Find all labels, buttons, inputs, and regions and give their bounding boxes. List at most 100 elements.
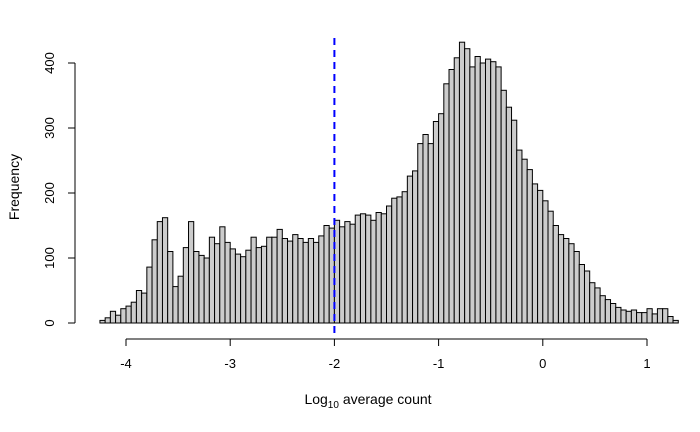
histogram-bar — [417, 143, 424, 324]
histogram-bar — [271, 236, 278, 324]
histogram-bar — [636, 312, 643, 324]
histogram-bar — [625, 310, 632, 324]
histogram-bar — [490, 61, 497, 324]
histogram-bar — [240, 256, 247, 324]
histogram-bar — [115, 314, 122, 324]
histogram-bar — [245, 249, 252, 324]
histogram-bar — [208, 236, 216, 324]
x-tick-label: -3 — [224, 356, 236, 371]
histogram-bar — [662, 308, 669, 324]
histogram-bar — [479, 62, 486, 324]
x-tick-label: -4 — [120, 356, 132, 371]
histogram-bar — [667, 316, 674, 324]
histogram-bar — [547, 210, 554, 324]
histogram-bar — [422, 134, 429, 324]
histogram-bar — [537, 189, 544, 324]
histogram-bar — [604, 299, 612, 324]
y-tick-label: 100 — [42, 247, 57, 269]
histogram-bar — [578, 264, 585, 324]
histogram-bar — [516, 149, 523, 324]
histogram-bar — [109, 310, 117, 324]
histogram-bar — [287, 240, 294, 324]
y-tick-label: 200 — [42, 182, 57, 204]
histogram-bar — [469, 66, 476, 324]
histogram-bar — [380, 213, 388, 324]
histogram-bar — [672, 319, 679, 324]
histogram-bar — [146, 266, 153, 324]
histogram-bar — [99, 319, 106, 324]
histogram-bar — [401, 191, 408, 324]
histogram-bar — [505, 106, 513, 324]
histogram-bar — [594, 287, 601, 324]
histogram-bar — [104, 317, 111, 324]
histogram-bar — [427, 143, 434, 324]
histogram-bar — [656, 308, 664, 324]
histogram-bar — [610, 303, 617, 324]
y-tick-label: 0 — [42, 319, 57, 326]
histogram-bar — [292, 234, 299, 324]
histogram-bar — [135, 290, 143, 324]
histogram-bar — [156, 221, 163, 324]
histogram-bar — [120, 308, 127, 324]
x-axis-title: Log10 average count — [304, 391, 431, 411]
histogram-bar — [354, 214, 361, 324]
histogram-bar — [448, 69, 455, 324]
histogram-bar — [214, 243, 221, 324]
histogram-bar — [141, 292, 148, 324]
histogram-bar — [229, 248, 236, 324]
histogram-bar — [386, 205, 393, 324]
histogram-bar — [219, 226, 226, 324]
histogram-bar — [370, 219, 377, 324]
x-tick-label: -2 — [329, 356, 341, 371]
histogram-bar — [542, 200, 549, 324]
histogram-bar — [266, 236, 273, 324]
histogram-bar — [511, 119, 518, 324]
histogram-bar — [318, 235, 325, 324]
histogram-bar — [198, 254, 205, 324]
y-tick-label: 400 — [42, 52, 57, 74]
histogram-bar — [276, 228, 283, 324]
histogram-bar — [568, 243, 575, 324]
histogram-bar — [453, 57, 460, 324]
histogram-bar — [182, 247, 190, 324]
histogram-bar — [125, 305, 132, 324]
histogram-bar — [526, 169, 533, 324]
x-tick-label: -1 — [433, 356, 445, 371]
histogram-bar — [443, 83, 450, 324]
histogram-bar — [323, 225, 330, 324]
histogram-bar — [641, 312, 648, 324]
histogram-bar — [365, 214, 372, 324]
histogram-bar — [177, 275, 184, 324]
histogram-bar — [203, 257, 210, 324]
histogram-bar — [474, 56, 481, 324]
histogram-bar — [495, 66, 502, 324]
histogram-bar — [432, 121, 440, 324]
histogram-bar — [234, 253, 242, 324]
histogram-bar — [250, 236, 257, 324]
histogram-bar — [193, 251, 200, 324]
histogram-bar — [391, 197, 398, 324]
histogram-bar — [412, 170, 419, 324]
y-tick-label: 300 — [42, 117, 57, 139]
histogram-bar — [339, 226, 346, 324]
x-tick-label: 1 — [643, 356, 650, 371]
histogram-bar — [521, 158, 528, 324]
histogram-bar — [552, 225, 559, 324]
histogram-bar — [557, 234, 565, 324]
histogram-bar — [646, 308, 653, 324]
histogram-bar — [172, 286, 179, 324]
histogram-bar — [167, 251, 174, 324]
histogram-bar — [349, 223, 356, 324]
histogram-bar — [583, 270, 591, 324]
histogram-bar — [260, 245, 268, 324]
histogram-bar — [589, 282, 596, 324]
x-tick-label: 0 — [539, 356, 546, 371]
histogram-bar — [281, 238, 289, 324]
histogram-bar — [359, 213, 367, 324]
histogram-bar — [563, 238, 570, 324]
histogram-bar — [255, 247, 262, 324]
histogram-bar — [307, 238, 315, 324]
histogram-bar — [615, 306, 622, 324]
y-axis-title: Frequency — [6, 154, 22, 220]
histogram-bar — [620, 309, 627, 324]
